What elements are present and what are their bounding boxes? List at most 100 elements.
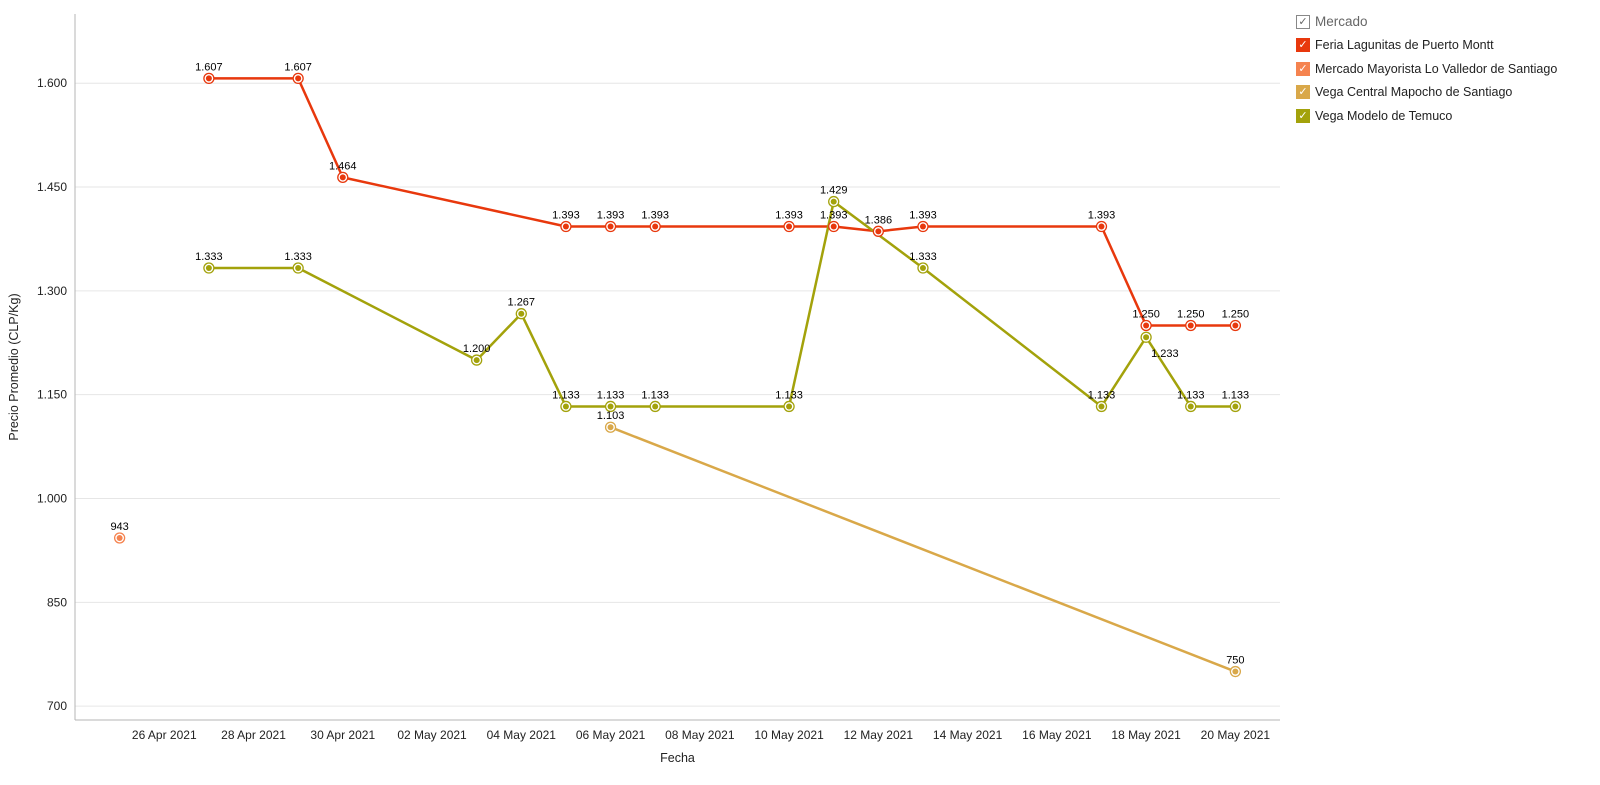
check-icon: ✓ <box>1296 108 1310 123</box>
check-icon: ✓ <box>1296 14 1310 29</box>
y-tick-label: 1.000 <box>37 492 67 506</box>
data-point-core <box>1098 403 1105 410</box>
data-point-core <box>116 534 123 541</box>
data-label: 1.233 <box>1151 348 1179 360</box>
data-label: 1.393 <box>552 209 580 221</box>
data-point-core <box>205 75 212 82</box>
legend-label: Vega Central Mapocho de Santiago <box>1315 85 1513 100</box>
data-point-core <box>919 223 926 230</box>
x-tick-label: 30 Apr 2021 <box>310 728 375 742</box>
data-point-core <box>562 403 569 410</box>
legend-header[interactable]: ✓ Mercado <box>1296 10 1557 34</box>
data-label: 1.386 <box>865 214 893 226</box>
legend-label: Feria Lagunitas de Puerto Montt <box>1315 38 1494 53</box>
data-label: 1.133 <box>775 389 803 401</box>
data-point-core <box>1098 223 1105 230</box>
legend-item[interactable]: ✓ Vega Central Mapocho de Santiago <box>1296 81 1557 105</box>
data-label: 1.133 <box>1177 389 1205 401</box>
series-line <box>610 426 1236 673</box>
data-label: 1.250 <box>1222 308 1250 320</box>
y-tick-label: 1.450 <box>37 180 67 194</box>
data-point-core <box>1232 322 1239 329</box>
data-label: 1.393 <box>909 209 937 221</box>
y-tick-labels: 700 850 1.000 1.150 1.300 1.450 1.600 <box>37 76 67 713</box>
data-label: 1.333 <box>195 251 223 263</box>
data-point-core <box>607 403 614 410</box>
data-point-core <box>607 223 614 230</box>
legend-item[interactable]: ✓ Mercado Mayorista Lo Valledor de Santia… <box>1296 57 1557 81</box>
data-point-core <box>1232 403 1239 410</box>
x-tick-label: 12 May 2021 <box>844 728 914 742</box>
data-point-core <box>1232 668 1239 675</box>
check-icon: ✓ <box>1296 85 1310 100</box>
data-point-core <box>339 174 346 181</box>
gridlines <box>75 82 1280 707</box>
series-line <box>208 200 1236 408</box>
data-point-core <box>652 223 659 230</box>
data-label: 943 <box>110 521 128 533</box>
y-tick-label: 700 <box>47 699 67 713</box>
data-point-core <box>830 198 837 205</box>
y-tick-label: 1.150 <box>37 388 67 402</box>
data-labels: 1.607 1.607 1.464 1.393 1.393 1.393 1.393 1.393… <box>110 61 1249 666</box>
data-label: 1.267 <box>508 297 536 309</box>
data-point-core <box>295 265 302 272</box>
data-label: 1.393 <box>820 209 848 221</box>
check-icon: ✓ <box>1296 61 1310 76</box>
x-tick-labels: 26 Apr 2021 28 Apr 2021 30 Apr 2021 02 May … <box>132 728 1270 742</box>
data-label: 1.250 <box>1177 308 1205 320</box>
legend-item[interactable]: ✓ Vega Modelo de Temuco <box>1296 104 1557 128</box>
data-point-core <box>1143 334 1150 341</box>
data-point-core <box>1143 322 1150 329</box>
data-label: 1.333 <box>284 251 312 263</box>
x-tick-label: 28 Apr 2021 <box>221 728 286 742</box>
data-label: 1.200 <box>463 343 491 355</box>
x-tick-label: 02 May 2021 <box>397 728 467 742</box>
y-tick-label: 850 <box>47 595 67 609</box>
data-label: 1.393 <box>641 209 669 221</box>
data-point-core <box>652 403 659 410</box>
data-point-core <box>786 223 793 230</box>
data-label: 1.464 <box>329 160 357 172</box>
data-label: 1.133 <box>1222 389 1250 401</box>
data-point-core <box>473 357 480 364</box>
axes <box>74 14 1280 721</box>
data-point-core <box>562 223 569 230</box>
data-label: 1.333 <box>909 251 937 263</box>
legend-label: Mercado Mayorista Lo Valledor de Santiag… <box>1315 61 1558 76</box>
y-tick-label: 1.300 <box>37 284 67 298</box>
x-tick-label: 14 May 2021 <box>933 728 1003 742</box>
data-point-core <box>295 75 302 82</box>
data-label: 1.393 <box>775 209 803 221</box>
data-point-core <box>607 424 614 431</box>
y-axis-title: Precio Promedio (CLP/Kg) <box>7 293 21 440</box>
data-label: 1.393 <box>1088 209 1116 221</box>
data-label: 1.133 <box>641 389 669 401</box>
data-label: 1.429 <box>820 185 848 197</box>
data-label: 750 <box>1226 655 1244 667</box>
legend-title: Mercado <box>1315 14 1368 30</box>
legend: ✓ Mercado ✓ Feria Lagunitas de Puerto Mon… <box>1296 10 1557 128</box>
data-point-core <box>786 403 793 410</box>
x-tick-label: 06 May 2021 <box>576 728 646 742</box>
data-point-core <box>830 223 837 230</box>
x-axis-title: Fecha <box>660 751 695 765</box>
data-label: 1.393 <box>597 209 625 221</box>
x-tick-label: 18 May 2021 <box>1111 728 1181 742</box>
x-tick-label: 16 May 2021 <box>1022 728 1092 742</box>
check-icon: ✓ <box>1296 38 1310 53</box>
data-point-core <box>518 310 525 317</box>
x-tick-label: 08 May 2021 <box>665 728 735 742</box>
series-line <box>208 77 1236 327</box>
series-lines <box>208 77 1236 673</box>
x-tick-label: 04 May 2021 <box>487 728 557 742</box>
y-tick-label: 1.600 <box>37 76 67 90</box>
data-label: 1.133 <box>552 389 580 401</box>
data-label: 1.133 <box>597 389 625 401</box>
legend-items: ✓ Feria Lagunitas de Puerto Montt ✓ Mercado… <box>1296 34 1557 128</box>
x-tick-label: 20 May 2021 <box>1201 728 1271 742</box>
data-label: 1.607 <box>284 61 312 73</box>
data-label: 1.133 <box>1088 389 1116 401</box>
legend-item[interactable]: ✓ Feria Lagunitas de Puerto Montt <box>1296 34 1557 58</box>
